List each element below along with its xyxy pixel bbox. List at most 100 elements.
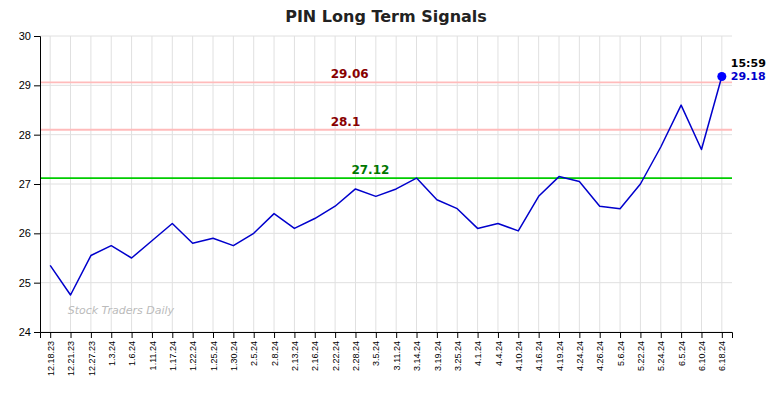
y-tick: 25 (19, 277, 40, 289)
x-tick-label: 2.8.24 (270, 341, 280, 366)
x-tick: 5.6.24 (616, 332, 626, 366)
x-tick-mark (600, 332, 601, 338)
y-tick-label: 30 (19, 30, 31, 42)
grid-line-x (294, 36, 295, 332)
grid-line-x (314, 36, 315, 332)
x-tick-label: 4.10.24 (514, 341, 524, 371)
x-tick-label: 4.16.24 (534, 341, 544, 371)
x-tick: 2.5.24 (249, 332, 259, 366)
x-tick: 1.6.24 (127, 332, 137, 366)
x-tick: 1.3.24 (107, 332, 117, 366)
x-tick-label: 2.28.24 (351, 341, 361, 371)
x-tick: 2.16.24 (310, 332, 320, 371)
y-tick-mark (34, 283, 40, 284)
x-tick-mark (132, 332, 133, 338)
x-tick-mark (559, 332, 560, 338)
x-tick-mark (498, 332, 499, 338)
x-tick-label: 6.10.24 (697, 341, 707, 371)
x-tick: 6.5.24 (677, 332, 687, 366)
grid-line-x (131, 36, 132, 332)
y-tick: 27 (19, 178, 40, 190)
x-tick-mark (71, 332, 72, 338)
grid-line-x (436, 36, 437, 332)
grid-line-y (40, 85, 732, 86)
x-tick: 1.11.24 (148, 332, 158, 370)
x-tick-label: 1.17.24 (168, 341, 178, 371)
x-tick-label: 6.18.24 (717, 341, 727, 371)
x-tick-mark (539, 332, 540, 338)
annotation: 29.18 (731, 70, 766, 83)
annotation: 15:59 (731, 57, 766, 70)
x-tick-label: 3.11.24 (392, 341, 402, 370)
grid-line-x (213, 36, 214, 332)
x-tick-label: 3.14.24 (412, 341, 422, 371)
x-tick-label: 2.16.24 (310, 341, 320, 371)
y-tick-mark (34, 332, 40, 333)
y-tick-label: 24 (19, 326, 31, 338)
grid-line-y (40, 134, 732, 135)
grid (40, 36, 732, 332)
x-tick-label: 12.18.23 (46, 341, 56, 376)
x-tick-label: 4.26.24 (595, 341, 605, 371)
x-tick-mark (50, 332, 51, 338)
x-tick-label: 1.30.24 (229, 341, 239, 371)
x-tick: 3.14.24 (412, 332, 422, 371)
plot-area (40, 72, 732, 295)
y-tick-label: 26 (19, 227, 31, 239)
y-tick-mark (34, 233, 40, 234)
x-tick-mark (294, 332, 295, 338)
x-tick-label: 1.25.24 (209, 341, 219, 371)
x-tick: 1.25.24 (209, 332, 219, 371)
x-tick-mark (254, 332, 255, 338)
x-tick: 3.19.24 (433, 332, 443, 371)
x-tick-mark (620, 332, 621, 338)
reference-line (40, 177, 732, 179)
y-tick-mark (34, 36, 40, 37)
x-tick: 2.28.24 (351, 332, 361, 371)
grid-line-x (457, 36, 458, 332)
grid-line-x (497, 36, 498, 332)
grid-line-y (40, 282, 732, 283)
x-tick-label: 4.1.24 (473, 341, 483, 366)
x-tick-label: 1.3.24 (107, 341, 117, 366)
x-tick-label: 4.4.24 (494, 341, 504, 366)
x-tick-label: 2.22.24 (331, 341, 341, 371)
x-tick-mark (152, 332, 153, 338)
x-tick: 5.22.24 (636, 332, 646, 371)
x-tick: 12.27.23 (87, 332, 97, 376)
x-tick-mark (335, 332, 336, 338)
y-tick-label: 28 (19, 129, 31, 141)
x-tick-mark (640, 332, 641, 338)
y-tick-mark (34, 184, 40, 185)
x-axis: 12.18.23 12.21.23 12.27.23 1.3.24 1.6.24 1.11… (41, 332, 733, 376)
grid-line-y (40, 233, 732, 234)
x-tick: 3.5.24 (371, 332, 381, 366)
chart: Stock Traders Daily29.0628.127.1215:5929… (0, 0, 784, 398)
x-tick-mark (193, 332, 194, 338)
y-axis-line (34, 37, 41, 333)
x-tick: 4.16.24 (534, 332, 544, 371)
x-tick-label: 12.27.23 (87, 341, 97, 376)
reference-line-label: 29.06 (331, 67, 369, 81)
reference-line (40, 129, 732, 131)
x-tick-label: 2.5.24 (249, 341, 259, 366)
x-tick-mark (417, 332, 418, 338)
reference-line (40, 81, 732, 83)
x-tick-mark (701, 332, 702, 338)
grid-line-x (375, 36, 376, 332)
grid-line-x (90, 36, 91, 332)
x-tick-mark (518, 332, 519, 338)
x-axis-line (41, 333, 733, 339)
x-tick-mark (233, 332, 234, 338)
x-tick: 3.11.24 (392, 332, 402, 370)
grid-line-y (40, 36, 732, 37)
grid-line-x (599, 36, 600, 332)
grid-line-x (233, 36, 234, 332)
x-tick: 12.21.23 (66, 332, 76, 376)
y-axis: 24252627282930 (19, 30, 41, 338)
grid-line-x (579, 36, 580, 332)
title: PIN Long Term Signals (285, 7, 487, 26)
x-tick: 4.26.24 (595, 332, 605, 371)
grid-line-x (253, 36, 254, 332)
x-tick-mark (437, 332, 438, 338)
